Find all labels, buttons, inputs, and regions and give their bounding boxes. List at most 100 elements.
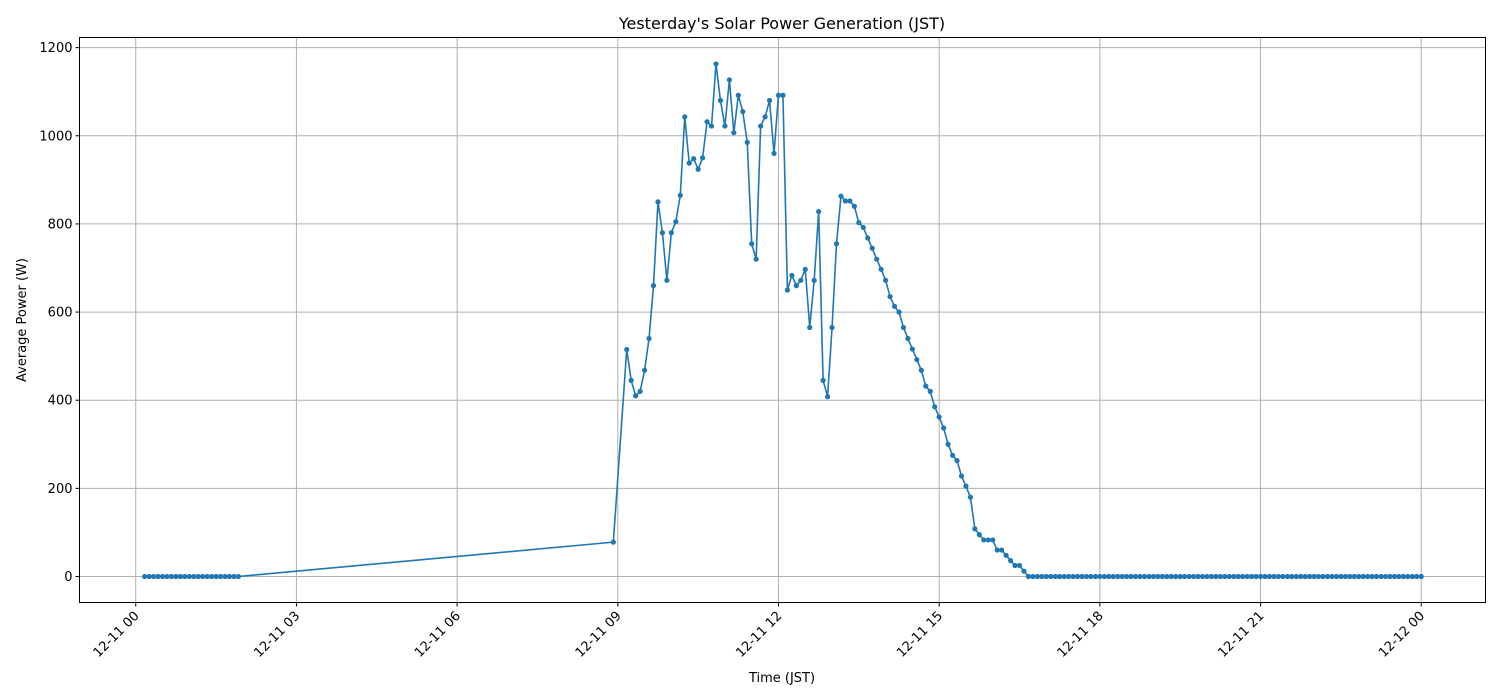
data-point — [1007, 558, 1014, 564]
data-point — [1293, 573, 1299, 580]
data-point — [231, 573, 237, 580]
data-point — [1418, 573, 1424, 580]
data-point — [1333, 573, 1340, 580]
data-point — [1074, 573, 1081, 580]
data-point — [1199, 573, 1206, 580]
data-point — [878, 266, 884, 272]
data-point — [883, 277, 889, 283]
data-point — [1141, 573, 1148, 580]
data-point — [1365, 573, 1371, 580]
y-axis-label: Average Power (W) — [15, 258, 30, 382]
data-point — [177, 573, 183, 580]
data-point — [624, 346, 630, 353]
data-point — [1217, 573, 1223, 580]
data-point — [833, 241, 840, 247]
data-point — [1275, 573, 1281, 580]
data-point — [1012, 562, 1018, 569]
data-point — [1329, 573, 1335, 580]
data-point — [949, 452, 956, 458]
x-tick-label: 12-11 06 — [412, 609, 464, 661]
data-point — [775, 92, 782, 98]
data-point — [1311, 573, 1317, 580]
data-point — [1034, 573, 1040, 580]
data-point — [1039, 573, 1045, 580]
data-point — [798, 277, 804, 283]
data-point — [164, 573, 170, 580]
data-point — [766, 97, 773, 104]
data-point — [717, 97, 724, 104]
x-tick-label: 12-11 03 — [251, 609, 303, 661]
data-point — [1257, 573, 1264, 580]
data-point — [1405, 573, 1411, 580]
data-point — [749, 241, 755, 247]
data-point — [972, 526, 978, 532]
data-point — [994, 547, 1000, 553]
data-point — [829, 324, 835, 331]
data-point — [1155, 573, 1161, 580]
data-point — [851, 203, 857, 209]
data-point — [146, 573, 152, 580]
y-tick-label: 1000 — [39, 129, 72, 144]
data-point — [1066, 573, 1072, 580]
data-point — [1213, 573, 1219, 580]
y-tick-label: 200 — [48, 482, 73, 497]
data-point — [1356, 573, 1362, 580]
data-point — [1016, 562, 1023, 569]
data-point — [807, 324, 813, 331]
data-point — [865, 235, 871, 241]
data-point — [753, 256, 759, 262]
data-point — [963, 483, 969, 489]
data-point — [1351, 573, 1357, 580]
data-point — [1132, 573, 1139, 580]
data-point — [780, 92, 786, 98]
x-tick-label: 12-11 12 — [733, 609, 785, 661]
data-point — [1061, 573, 1067, 580]
data-point — [1266, 573, 1273, 580]
grid — [79, 37, 1486, 603]
data-point — [1253, 573, 1259, 580]
data-point — [1025, 573, 1032, 580]
data-point — [981, 537, 987, 543]
data-point — [1289, 573, 1295, 580]
data-point — [191, 573, 197, 580]
data-point — [1208, 573, 1215, 580]
data-point — [217, 573, 224, 580]
y-tick-label: 600 — [48, 306, 73, 321]
data-point — [1182, 573, 1188, 580]
y-tick-label: 400 — [48, 394, 73, 409]
data-point — [1124, 573, 1130, 580]
data-point — [771, 150, 777, 157]
data-point — [222, 573, 228, 580]
data-point — [1271, 573, 1277, 580]
data-point — [1369, 573, 1375, 580]
data-point — [1003, 552, 1009, 558]
data-point — [1320, 573, 1326, 580]
data-point — [1128, 573, 1134, 580]
data-point — [1048, 573, 1054, 580]
data-point — [1235, 573, 1241, 580]
data-point — [1231, 573, 1237, 580]
data-point — [936, 414, 942, 420]
data-point — [758, 123, 764, 129]
data-point — [1302, 573, 1308, 580]
data-point — [1052, 573, 1058, 580]
data-point — [923, 383, 929, 389]
data-point — [1110, 573, 1116, 580]
data-point — [1150, 573, 1157, 580]
data-point — [1284, 573, 1290, 580]
data-point — [722, 123, 728, 129]
y-axis: 0 200 400 600 800 1000 1200 — [39, 41, 80, 585]
data-point — [1168, 573, 1174, 580]
data-point — [1177, 573, 1183, 580]
data-point — [731, 130, 737, 136]
data-point — [713, 61, 719, 67]
data-point — [195, 573, 201, 580]
data-point — [708, 123, 715, 129]
data-point — [842, 198, 849, 204]
data-point — [802, 266, 808, 272]
data-point — [637, 388, 643, 394]
chart-title: Yesterday's Solar Power Generation (JST) — [618, 14, 945, 33]
y-tick-label: 1200 — [39, 41, 72, 56]
y-tick-label: 0 — [64, 570, 72, 585]
plot-frame — [79, 37, 1486, 603]
